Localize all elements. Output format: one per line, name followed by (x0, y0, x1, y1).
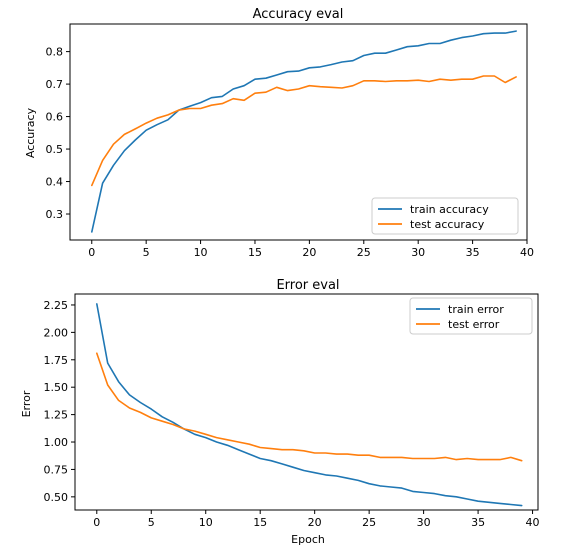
error-y-tick-label: 1.50 (44, 381, 69, 394)
accuracy-chart: Accuracy eval Accuracy 0 5 10 15 20 25 30 35 400… (24, 7, 534, 259)
error-x-tick-label: 0 (93, 516, 100, 529)
error-x-tick-label: 5 (148, 516, 155, 529)
error-x-tick-label: 30 (417, 516, 431, 529)
error-y-tick-label: 1.00 (44, 436, 69, 449)
accuracy-y-tick-label: 0.4 (46, 176, 64, 189)
error-plot-area: 0 5 10 15 20 25 30 35 40 0.50 0.75 1.00 1.25 1.50 1.75… (44, 293, 540, 529)
accuracy-x-tick-label: 15 (248, 246, 262, 259)
accuracy-x-tick-label: 35 (466, 246, 480, 259)
error-legend: train error test error (409, 297, 533, 335)
accuracy-series-test-accuracy (91, 75, 517, 187)
error-legend-box (409, 297, 533, 335)
error-y-tick-label: 1.75 (44, 354, 69, 367)
accuracy-legend: train accuracy test accuracy (371, 197, 519, 235)
error-axes-frame (74, 293, 539, 511)
error-x-tick-label: 15 (253, 516, 267, 529)
error-x-tick-label: 20 (308, 516, 322, 529)
accuracy-y-axis-label: Accuracy (24, 107, 37, 158)
accuracy-y-tick-label: 0.6 (46, 111, 64, 124)
accuracy-y-tick-label: 0.3 (46, 208, 64, 221)
accuracy-legend-label: test accuracy (410, 218, 485, 231)
error-series-train-error (96, 303, 523, 507)
accuracy-chart-title: Accuracy eval (253, 7, 344, 22)
error-y-tick-label: 2.25 (44, 299, 69, 312)
accuracy-y-tick-label: 0.8 (46, 46, 64, 59)
accuracy-x-tick-label: 20 (302, 246, 316, 259)
error-y-tick-label: 0.50 (44, 491, 69, 504)
error-y-tick-label: 2.00 (44, 326, 69, 339)
error-legend-label: train error (448, 303, 504, 316)
error-y-axis-label: Error (20, 390, 33, 417)
error-chart-title: Error eval (276, 278, 339, 293)
accuracy-plot-area: 0 5 10 15 20 25 30 35 40 0.3 0.4 0.5 0.6 0.7 0.8 train … (46, 23, 534, 259)
accuracy-axes-frame (69, 23, 528, 241)
error-x-tick-label: 25 (362, 516, 376, 529)
error-series-test-error (96, 352, 523, 462)
accuracy-x-tick-label: 25 (357, 246, 371, 259)
accuracy-series-train-accuracy (91, 30, 517, 233)
error-y-tick-label: 0.75 (44, 463, 69, 476)
accuracy-y-tick-label: 0.7 (46, 78, 64, 91)
accuracy-x-tick-label: 5 (143, 246, 150, 259)
accuracy-y-tick-label: 0.5 (46, 143, 64, 156)
accuracy-x-tick-label: 40 (520, 246, 534, 259)
error-legend-label: test error (448, 318, 500, 331)
accuracy-x-tick-label: 10 (194, 246, 208, 259)
error-y-tick-label: 1.25 (44, 409, 69, 422)
error-x-axis-label: Epoch (291, 533, 325, 546)
error-chart: Error eval Error Epoch 0 5 10 15 20 25 30 35 400… (20, 278, 540, 546)
accuracy-x-tick-label: 0 (88, 246, 95, 259)
accuracy-legend-box (371, 197, 519, 235)
error-x-tick-label: 10 (199, 516, 213, 529)
accuracy-x-tick-label: 30 (411, 246, 425, 259)
error-x-tick-label: 35 (471, 516, 485, 529)
accuracy-legend-label: train accuracy (410, 203, 489, 216)
error-x-tick-label: 40 (526, 516, 540, 529)
